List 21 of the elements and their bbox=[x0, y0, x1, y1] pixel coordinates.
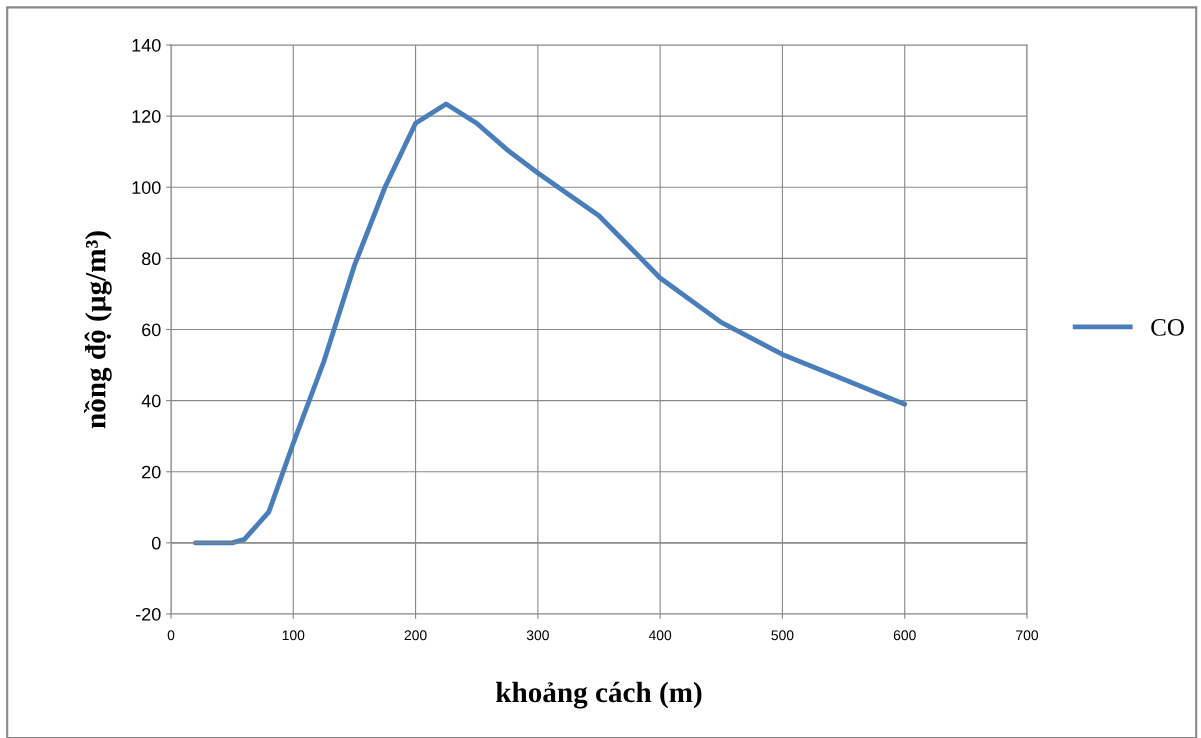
x-tick-label: 500 bbox=[771, 630, 794, 641]
y-tick-label: 80 bbox=[141, 252, 161, 266]
x-tick-label: 700 bbox=[1016, 630, 1039, 641]
line-series bbox=[193, 101, 908, 546]
y-tick-label: 100 bbox=[132, 181, 161, 194]
x-tick-label: 600 bbox=[893, 630, 916, 641]
y-tick-label: 60 bbox=[142, 323, 161, 337]
y-tick-label: -20 bbox=[135, 607, 161, 621]
x-tick-label: 0 bbox=[167, 630, 175, 641]
x-tick-label: 100 bbox=[282, 630, 305, 641]
y-tick-label: 40 bbox=[141, 394, 161, 408]
y-tick-label: 140 bbox=[132, 38, 161, 52]
x-tick-label: 200 bbox=[404, 630, 427, 641]
x-tick-label: 400 bbox=[648, 630, 672, 641]
y-axis-title: nồng độ (µg/m³) bbox=[84, 231, 112, 429]
legend-label: CO bbox=[1151, 319, 1184, 336]
x-axis-title: khoảng cách (m) bbox=[496, 681, 702, 709]
y-tick-label: 0 bbox=[151, 536, 161, 550]
y-tick-label: 120 bbox=[132, 110, 161, 123]
x-tick-label: 300 bbox=[526, 630, 549, 641]
y-tick-label: 20 bbox=[142, 465, 161, 479]
